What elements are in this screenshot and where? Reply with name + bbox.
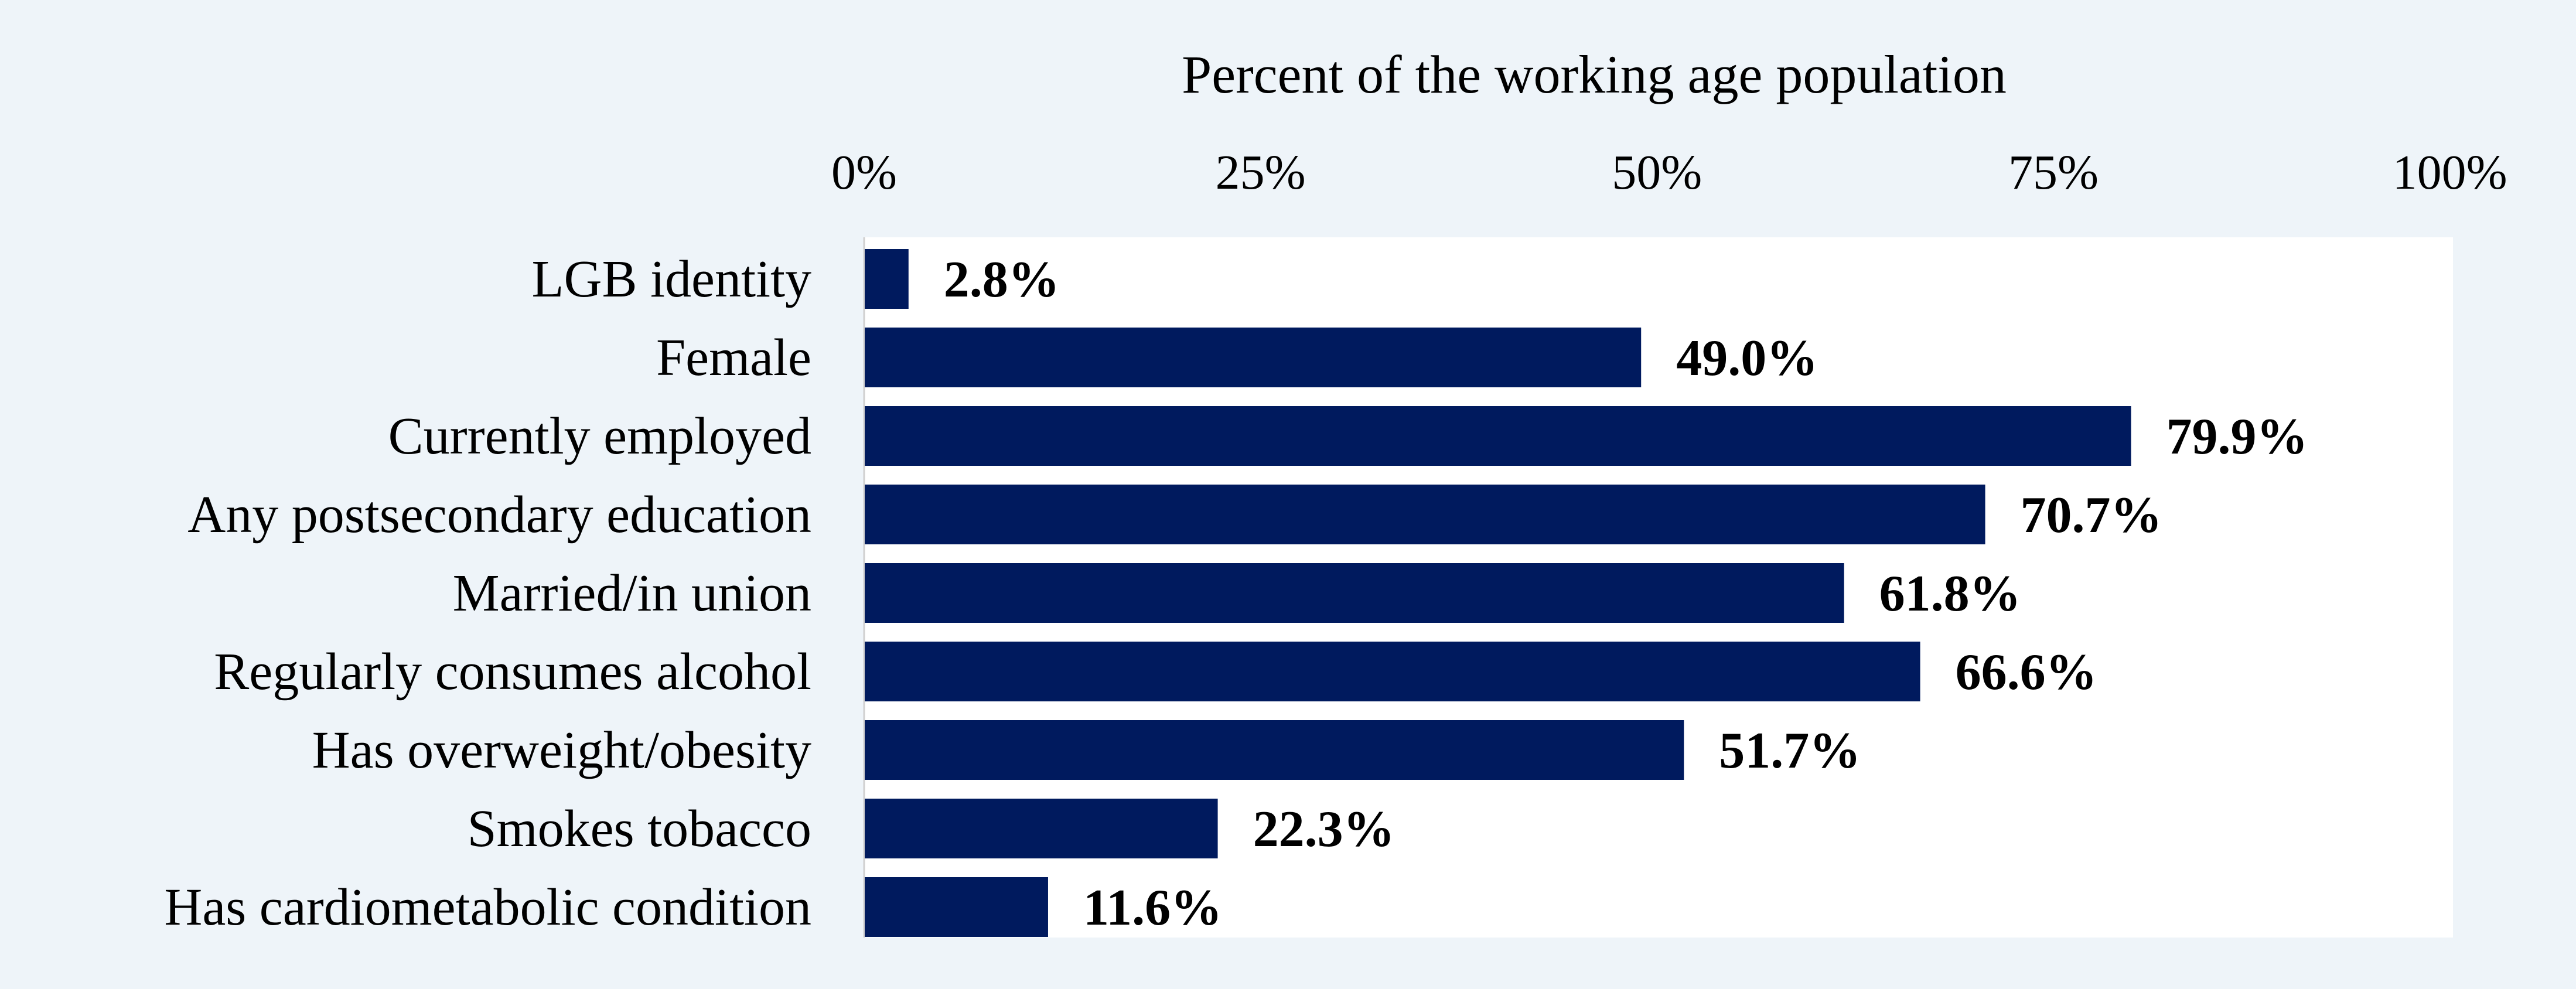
bar	[865, 406, 2131, 466]
data-label: 22.3%	[1253, 801, 1395, 858]
category-label: Female	[656, 329, 811, 387]
data-labels: 2.8% 49.0% 79.9%70.7%61.8% 66.6% 51.7% 22.3% 1…	[944, 251, 2308, 936]
data-label: 70.7%	[2021, 487, 2162, 544]
x-tick-label: 75%	[2008, 145, 2099, 200]
bar	[865, 563, 1844, 623]
data-label: 79.9%	[2166, 408, 2308, 465]
data-label: 49.0%	[1676, 330, 1818, 387]
category-label: LGB identity	[532, 250, 811, 308]
x-tick-label: 50%	[1612, 145, 1702, 200]
x-tick-label: 100%	[2393, 145, 2507, 200]
x-axis-title: Percent of the working age population	[1182, 45, 2007, 104]
category-label: Smokes tobacco	[468, 800, 811, 858]
category-label: Has cardiometabolic condition	[164, 878, 811, 936]
category-label: Any postsecondary education	[187, 486, 811, 544]
bar	[865, 799, 1218, 858]
data-label: 66.6%	[1956, 644, 2097, 701]
data-label: 11.6%	[1083, 879, 1222, 936]
category-label: Has overweight/obesity	[312, 721, 811, 779]
bar	[865, 720, 1684, 780]
data-label: 61.8%	[1879, 565, 2021, 622]
category-label: Married/in union	[453, 564, 811, 622]
x-axis-ticks: 0% 25% 50% 75% 100%	[831, 145, 2507, 200]
x-tick-label: 0%	[831, 145, 897, 200]
data-label: 2.8%	[944, 251, 1060, 308]
bar	[865, 485, 1985, 544]
category-label: Regularly consumes alcohol	[214, 643, 811, 701]
bar	[865, 249, 909, 309]
bar	[865, 642, 1920, 701]
bars	[865, 249, 2131, 937]
x-tick-label: 25%	[1216, 145, 1306, 200]
category-label: Currently employed	[388, 407, 811, 465]
data-label: 51.7%	[1719, 722, 1861, 779]
bar	[865, 877, 1048, 937]
bar	[865, 328, 1642, 387]
category-labels: LGB identity Female Currently employed Any …	[164, 250, 811, 936]
